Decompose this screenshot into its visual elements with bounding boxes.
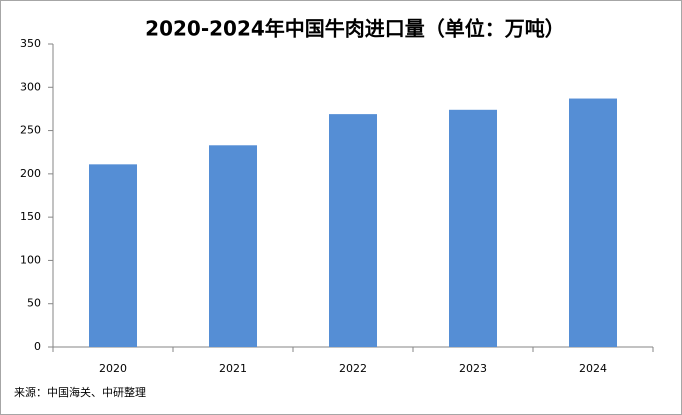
- chart-title: 2020-2024年中国牛肉进口量（单位：万吨）: [145, 17, 565, 41]
- x-tick-label: 2022: [339, 362, 367, 375]
- y-tick-label: 250: [20, 124, 41, 137]
- x-tick-label: 2020: [99, 362, 127, 375]
- y-tick-label: 150: [20, 210, 41, 223]
- x-tick-label: 2021: [219, 362, 247, 375]
- x-tick-label: 2023: [459, 362, 487, 375]
- y-tick-label: 100: [20, 253, 41, 266]
- y-tick-label: 350: [20, 37, 41, 50]
- y-tick-label: 50: [27, 297, 41, 310]
- x-tick-label: 2024: [579, 362, 607, 375]
- y-tick-label: 0: [34, 340, 41, 353]
- source-note: 来源：中国海关、中研整理: [14, 385, 146, 399]
- bar: [209, 145, 257, 347]
- bar: [329, 114, 377, 347]
- bar: [89, 164, 137, 347]
- bar: [569, 98, 617, 347]
- bar: [449, 109, 497, 348]
- y-tick-label: 200: [20, 167, 41, 180]
- y-tick-label: 300: [20, 80, 41, 93]
